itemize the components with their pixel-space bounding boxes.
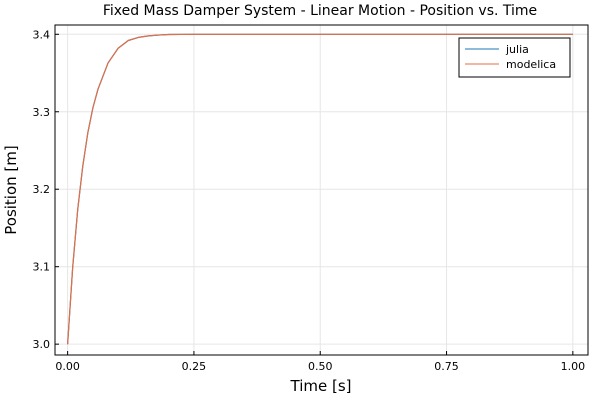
chart-title: Fixed Mass Damper System - Linear Motion… xyxy=(103,3,537,19)
x-tick-label: 0.75 xyxy=(434,360,459,373)
x-tick-label: 0.50 xyxy=(308,360,333,373)
legend-label-modelica: modelica xyxy=(506,58,556,71)
x-axis-label: Time [s] xyxy=(290,377,352,395)
series-line-modelica xyxy=(67,33,573,345)
y-tick-label: 3.1 xyxy=(33,261,51,274)
y-tick-label: 3.0 xyxy=(33,338,51,351)
series-lines xyxy=(67,33,573,345)
plot-frame xyxy=(54,24,589,356)
x-tick-label: 0.00 xyxy=(55,360,80,373)
y-tick-label: 3.2 xyxy=(33,183,51,196)
legend-box xyxy=(458,37,571,78)
x-tick-label: 1.00 xyxy=(561,360,586,373)
legend: julia modelica xyxy=(458,37,571,78)
y-axis-label: Position [m] xyxy=(2,145,20,235)
y-tick-label: 3.3 xyxy=(33,106,51,119)
legend-label-julia: julia xyxy=(505,43,529,56)
y-tick-label: 3.4 xyxy=(33,28,51,41)
x-tick-label: 0.25 xyxy=(182,360,207,373)
tick-labels: 0.00 0.25 0.50 0.75 1.00 3.0 3.1 3.2 3.3 3.4 xyxy=(33,28,586,373)
